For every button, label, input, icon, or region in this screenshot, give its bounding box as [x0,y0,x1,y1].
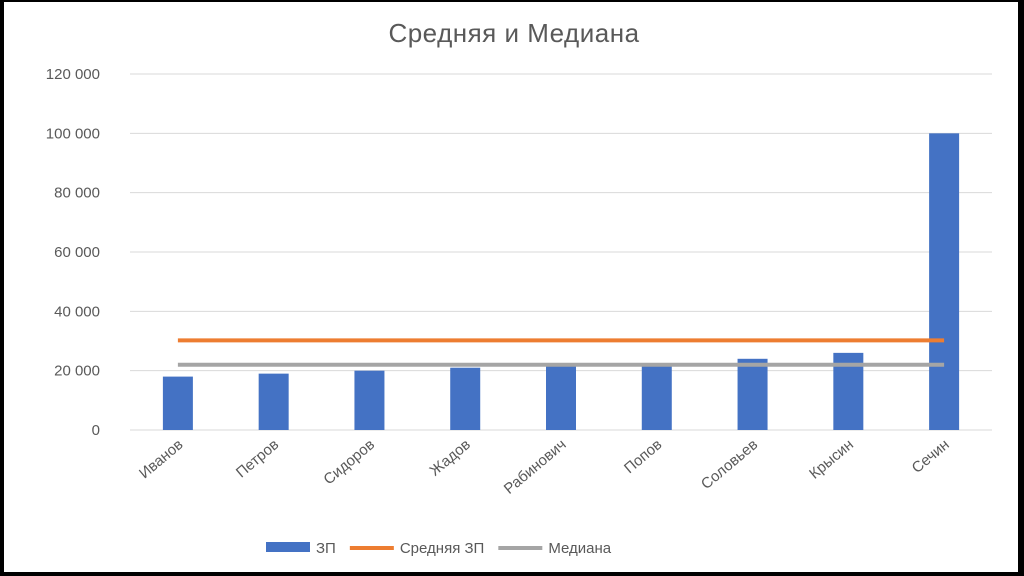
x-tick-label: Соловьев [698,436,761,493]
y-tick-label: 100 000 [46,125,100,142]
y-axis-ticks: 0 20 000 40 000 60 000 80 000 100 000 120 000 [46,66,100,439]
x-tick-label: Жадов [427,436,474,480]
y-tick-label: 80 000 [54,185,100,202]
chart-frame: Средняя и Медиана 0 20 000 40 000 60 000 80 … [4,2,1018,572]
x-tick-label: Попов [621,436,665,477]
x-tick-label: Сечин [909,436,953,477]
legend: ЗП Средняя ЗП Медиана [266,540,612,557]
bar [258,373,289,430]
series-lines [177,338,945,367]
y-tick-label: 0 [92,422,100,439]
bar [929,133,960,431]
chart-title: Средняя и Медиана [388,18,639,48]
y-tick-label: 20 000 [54,363,100,380]
chart: Средняя и Медиана 0 20 000 40 000 60 000 80 … [46,18,992,557]
bar [546,364,576,430]
bar [737,358,768,430]
gridlines [130,73,992,431]
x-tick-label: Крысин [806,436,857,482]
bar [450,367,481,430]
x-tick-label: Сидоров [320,436,378,488]
bar [354,370,385,430]
x-tick-label: Петров [233,436,282,481]
y-tick-label: 40 000 [54,303,100,320]
y-tick-label: 60 000 [54,244,100,261]
legend-swatch [266,542,310,552]
legend-label: Медиана [548,540,611,557]
y-tick-label: 120 000 [46,66,100,83]
legend-label: Средняя ЗП [400,540,484,557]
bar [641,364,672,430]
bars [162,133,960,431]
x-tick-label: Рабинович [501,436,570,498]
legend-label: ЗП [316,540,336,557]
x-tick-label: Иванов [136,436,186,482]
bar [162,376,193,430]
x-axis-ticks: Иванов Петров Сидоров Жадов Рабинович Попов Со… [136,436,953,498]
